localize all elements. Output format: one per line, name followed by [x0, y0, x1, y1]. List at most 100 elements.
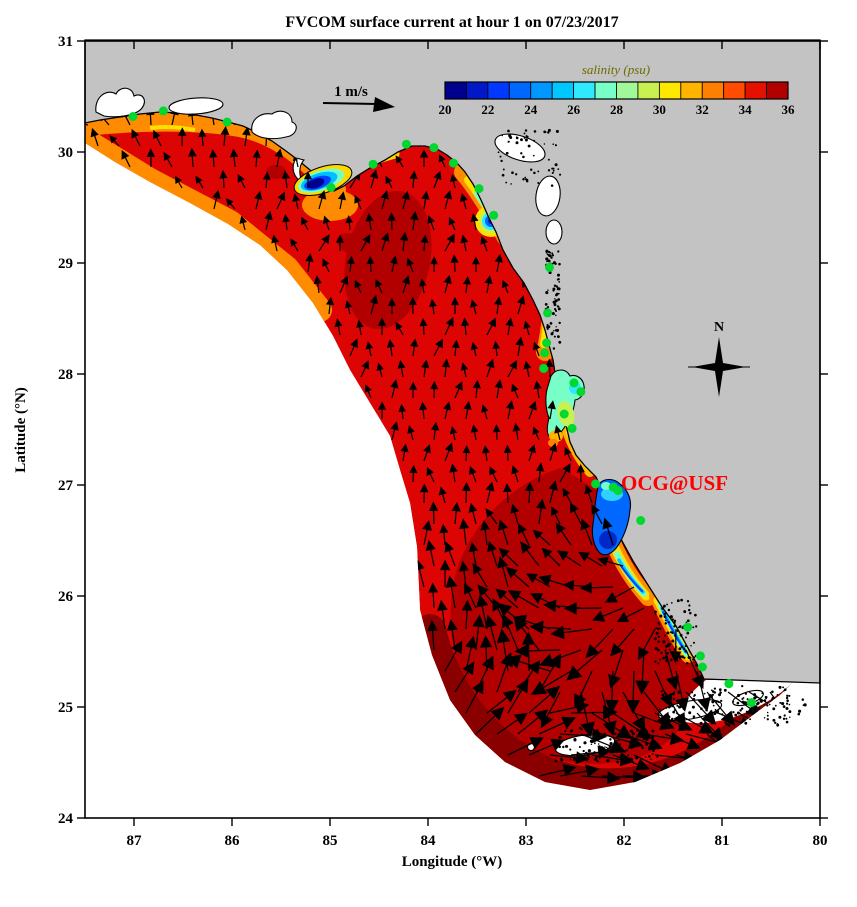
current-arrow	[580, 518, 593, 546]
speckle	[798, 709, 802, 713]
speckle	[606, 748, 609, 750]
current-arrow	[626, 670, 641, 714]
current-arrow	[461, 317, 470, 336]
y-tick-label: 25	[58, 700, 73, 716]
current-arrow	[622, 733, 664, 751]
station-dot	[697, 662, 707, 672]
current-arrow	[429, 298, 437, 315]
current-arrow	[563, 601, 603, 615]
current-arrow	[418, 401, 428, 420]
speckle	[659, 614, 663, 618]
current-arrow	[485, 508, 498, 525]
speckle	[666, 631, 670, 635]
speckle	[736, 701, 740, 705]
speckle	[510, 183, 512, 185]
current-arrow	[566, 649, 603, 681]
colorbar-segment	[487, 81, 510, 100]
current-arrow	[602, 517, 614, 546]
speckle	[508, 134, 512, 138]
current-arrow	[541, 547, 561, 567]
current-arrow	[470, 213, 479, 231]
speckle	[501, 134, 504, 137]
speckle	[505, 151, 509, 155]
speckle	[678, 647, 682, 651]
speckle	[776, 694, 779, 696]
speckle	[648, 754, 651, 758]
current-arrow	[438, 154, 446, 168]
speckle	[713, 687, 717, 690]
speckle	[609, 742, 613, 746]
speckle	[763, 704, 766, 706]
speckle	[785, 717, 788, 720]
speckle	[715, 700, 719, 703]
speckle	[668, 621, 670, 624]
speckle	[664, 622, 668, 625]
current-arrow	[545, 358, 554, 378]
colorbar-segment	[680, 81, 703, 100]
speckle	[756, 706, 761, 710]
speckle	[645, 737, 649, 742]
speckle	[788, 710, 792, 714]
current-arrow	[576, 464, 585, 483]
current-arrow	[664, 649, 680, 691]
current-arrow	[685, 691, 717, 725]
speckle	[783, 714, 786, 717]
compass-star-icon	[692, 337, 746, 397]
speckle	[785, 720, 789, 724]
speckle	[657, 640, 660, 643]
current-arrow	[654, 712, 693, 731]
current-arrow	[444, 640, 463, 672]
station-dot	[576, 387, 586, 397]
speckle	[786, 699, 789, 702]
speckle	[590, 743, 593, 745]
current-arrow	[475, 706, 505, 735]
speckle	[569, 758, 572, 761]
x-tick-label: 87	[127, 833, 143, 849]
current-arrow	[604, 586, 635, 603]
current-arrow	[385, 175, 393, 189]
compass-rose: N	[688, 320, 750, 397]
speckle	[763, 716, 766, 719]
speckle	[644, 756, 647, 758]
yellow-coast-sliver	[149, 124, 196, 132]
speckle	[782, 717, 786, 721]
current-arrow	[562, 487, 572, 504]
speckle	[782, 686, 785, 689]
speckle	[557, 298, 561, 301]
speckle	[725, 722, 728, 726]
dark-patch	[336, 233, 368, 255]
speckle	[688, 711, 692, 715]
current-arrow	[262, 171, 271, 189]
current-arrow	[470, 341, 479, 357]
speckle	[782, 705, 786, 708]
current-arrow	[669, 628, 682, 664]
speckle	[778, 685, 782, 689]
current-arrow	[495, 588, 519, 609]
current-arrow	[360, 234, 371, 252]
colorbar-segment	[444, 81, 467, 100]
speckle	[671, 618, 674, 621]
speckle	[537, 170, 540, 173]
speckle	[677, 690, 681, 694]
current-arrow	[318, 234, 330, 252]
speckle	[654, 637, 658, 641]
current-arrow	[496, 628, 511, 672]
current-arrow	[492, 424, 501, 441]
speckle	[714, 708, 717, 711]
current-arrow	[727, 691, 761, 717]
speckle	[676, 599, 680, 603]
current-arrow	[387, 212, 396, 231]
current-arrow	[438, 486, 447, 504]
current-arrow	[423, 444, 431, 462]
current-arrow	[90, 127, 99, 147]
speckle	[613, 732, 617, 736]
current-arrow	[486, 358, 495, 378]
current-arrow	[450, 254, 459, 273]
speckle	[667, 705, 671, 709]
current-arrow	[597, 556, 624, 567]
speckle	[663, 615, 667, 619]
current-arrow	[85, 120, 89, 128]
current-arrow	[507, 359, 518, 378]
current-arrow	[198, 128, 207, 147]
current-arrow	[511, 465, 520, 483]
